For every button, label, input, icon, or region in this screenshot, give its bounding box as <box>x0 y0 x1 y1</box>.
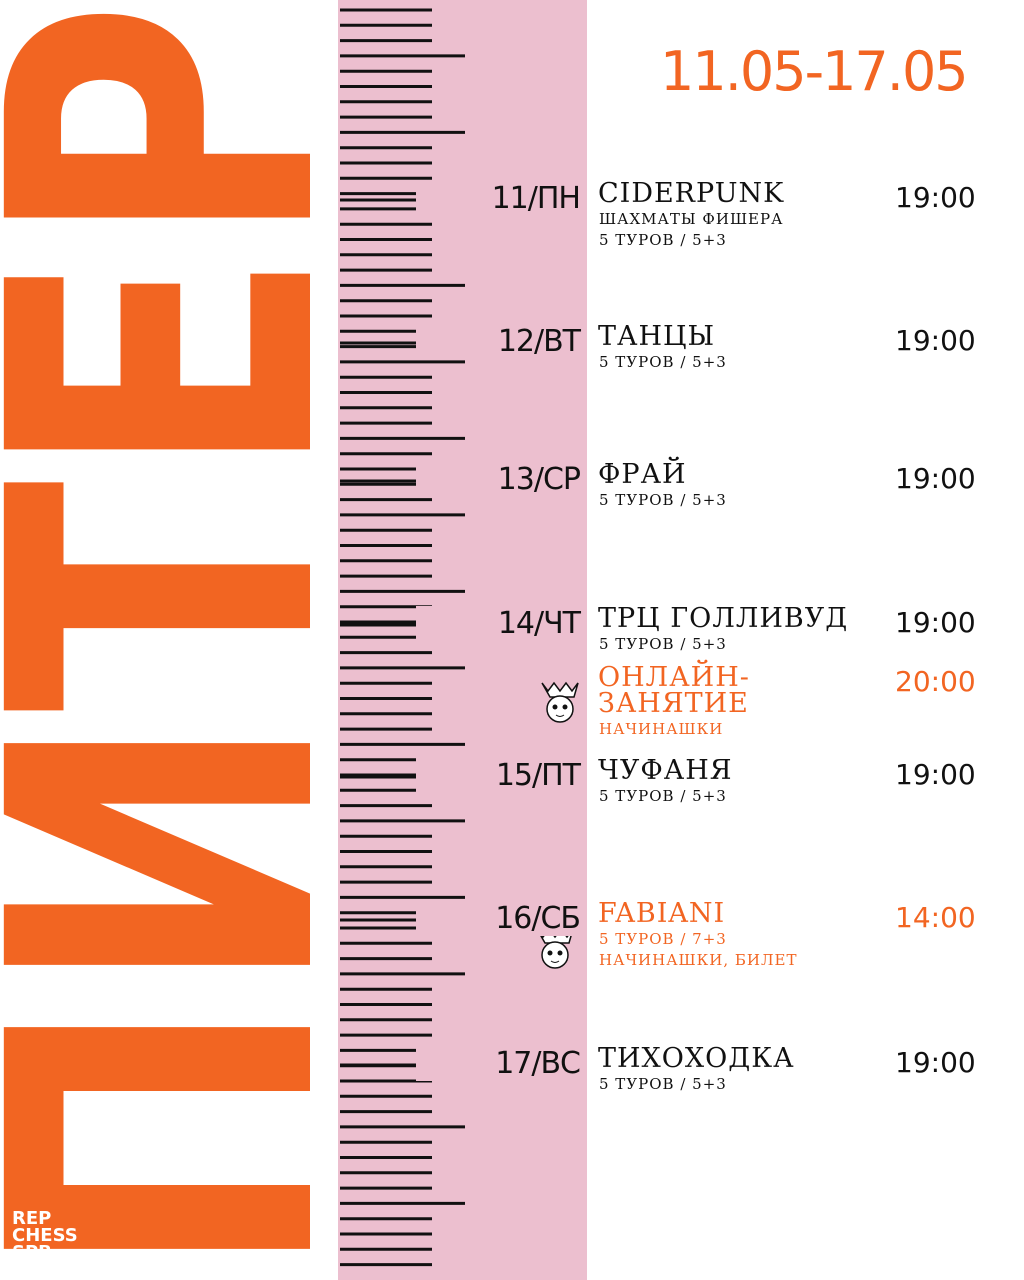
subtitle: РАСПИСАНИЕ <box>0 222 245 262</box>
event-title: ТРЦ ГОЛЛИВУД <box>598 603 849 634</box>
event-title: FABIANI <box>598 898 726 929</box>
event-time: 19:00 <box>895 324 976 357</box>
event-detail: 5 ТУРОВ / 7+3 <box>599 930 727 948</box>
event-title: ОНЛАЙН-ЗАНЯТИЕ <box>598 662 750 719</box>
event-detail: НАЧИНАШКИ, БИЛЕТ <box>599 951 798 969</box>
logo: REP CHESS SPB <box>12 1208 78 1263</box>
logo-line: CHESS <box>12 1225 78 1246</box>
day-label: 12/ВТ <box>416 324 581 359</box>
event-detail: 5 ТУРОВ / 5+3 <box>599 1075 727 1093</box>
event-detail: 5 ТУРОВ / 5+3 <box>599 787 727 805</box>
event-detail: НАЧИНАШКИ <box>599 720 724 738</box>
ruler <box>340 8 579 1267</box>
event-time: 19:00 <box>895 758 976 791</box>
event-time: 14:00 <box>895 901 976 934</box>
event-title: ТИХОХОДКА <box>598 1043 795 1074</box>
event-detail: 5 ТУРОВ / 5+3 <box>599 491 727 509</box>
event-title: ЧУФАНЯ <box>598 755 733 786</box>
event-title: ФРАЙ <box>598 459 687 490</box>
chess-icon <box>541 681 579 723</box>
event-time: 19:00 <box>895 606 976 639</box>
event-detail: 5 ТУРОВ / 5+3 <box>599 353 727 371</box>
event-time: 19:00 <box>895 1046 976 1079</box>
logo-line: SPB <box>12 1242 52 1263</box>
day-label: 14/ЧТ <box>416 606 581 641</box>
day-label: 11/ПН <box>416 181 581 216</box>
chess-icon <box>536 927 574 969</box>
event-time: 19:00 <box>895 462 976 495</box>
event-time: 19:00 <box>895 181 976 214</box>
date-range: 11.05-17.05 <box>660 40 969 103</box>
logo-line: REP <box>12 1208 52 1229</box>
event-detail: 5 ТУРОВ / 5+3 <box>599 231 727 249</box>
day-label: 15/ПТ <box>416 758 581 793</box>
event-title: ТАНЦЫ <box>598 321 716 352</box>
day-label: 17/ВС <box>416 1046 581 1081</box>
event-title: CIDERPUNK <box>598 178 785 209</box>
day-label: 16/СБ <box>416 901 581 936</box>
event-detail: ШАХМАТЫ ФИШЕРА <box>599 210 784 228</box>
event-detail: 5 ТУРОВ / 5+3 <box>599 635 727 653</box>
day-label: 13/СР <box>416 462 581 497</box>
event-time: 20:00 <box>895 665 976 698</box>
